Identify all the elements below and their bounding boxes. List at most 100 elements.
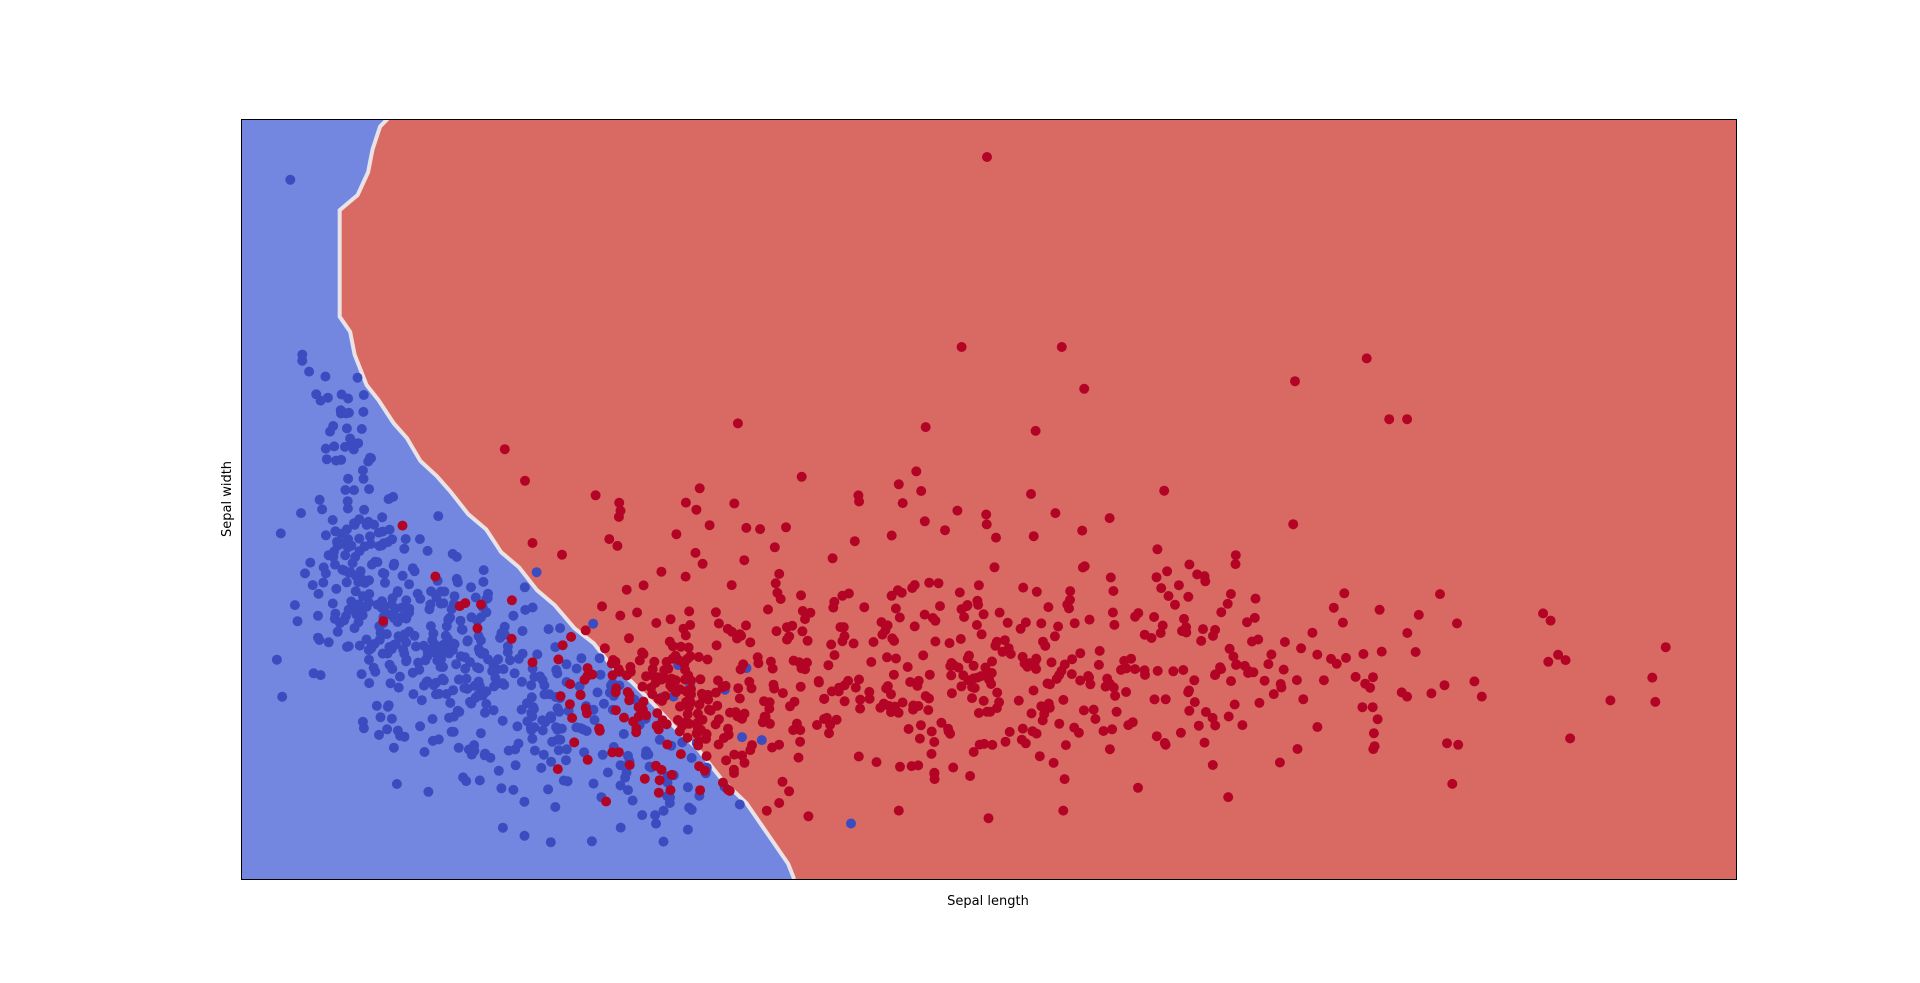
class-1-point [823, 660, 834, 671]
class-0-point [546, 756, 557, 767]
class-1-point [723, 723, 733, 734]
class-1-point [1365, 682, 1376, 693]
class-0-point [420, 655, 431, 666]
class-1-point [896, 587, 907, 598]
class-0-point [356, 669, 367, 680]
class-1-point [1090, 714, 1101, 724]
y-axis-label: Sepal width [220, 461, 235, 537]
class-0-point [377, 512, 388, 523]
class-1-point [1155, 628, 1166, 638]
class-1-point [1108, 682, 1119, 693]
class-1-point [741, 620, 751, 631]
class-1-point [1151, 731, 1162, 742]
class-1-point [1312, 722, 1323, 732]
class-1-point [848, 638, 859, 649]
class-1-point [886, 689, 896, 700]
class-1-point [1553, 649, 1564, 660]
class-0-point [485, 752, 496, 763]
class-1-point [1374, 604, 1385, 615]
class-0-point [478, 689, 489, 700]
class-1-point [882, 652, 892, 663]
class-1-point [827, 553, 838, 564]
class-1-point [639, 773, 650, 784]
class-1-point [891, 653, 901, 664]
class-0-point [311, 389, 322, 400]
class-0-point [618, 729, 629, 739]
class-1-point [666, 769, 677, 780]
class-0-point [358, 406, 369, 417]
class-1-point [1018, 582, 1029, 593]
class-1-point [667, 653, 678, 664]
class-1-point [753, 658, 764, 669]
class-1-point [741, 522, 752, 533]
class-1-point [952, 505, 963, 516]
class-1-point [893, 805, 904, 816]
class-1-point [1027, 726, 1038, 737]
class-0-point [517, 626, 528, 636]
class-0-point [554, 706, 565, 717]
class-0-point [332, 540, 343, 551]
class-0-point [382, 724, 393, 735]
class-0-point [388, 742, 399, 753]
class-1-point [765, 656, 776, 667]
class-0-point [427, 735, 438, 746]
class-0-point [445, 697, 456, 708]
class-1-point [1109, 619, 1120, 630]
class-0-point [366, 453, 376, 464]
class-1-point [926, 748, 937, 759]
class-1-point [990, 640, 1001, 651]
class-0-point [643, 749, 654, 760]
class-1-point [1067, 654, 1078, 665]
class-1-point [1058, 694, 1069, 705]
class-0-point [423, 786, 434, 797]
class-1-point [959, 612, 970, 622]
class-1-point [930, 636, 941, 647]
class-0-point [340, 550, 351, 561]
class-0-point [480, 707, 490, 718]
class-1-point [601, 796, 612, 807]
class-1-point [624, 760, 635, 770]
class-0-point [493, 765, 504, 776]
class-1-point [1110, 690, 1121, 701]
class-0-point [400, 534, 411, 544]
class-0-point [366, 640, 377, 651]
class-1-point [769, 683, 780, 694]
class-1-point [619, 712, 629, 723]
class-1-point [729, 768, 739, 779]
class-1-point [924, 577, 935, 588]
class-0-point [658, 836, 669, 847]
class-1-point [802, 635, 813, 646]
class-0-point [431, 677, 442, 688]
class-1-point [781, 522, 791, 533]
class-0-point [331, 455, 342, 466]
class-0-point [550, 802, 561, 812]
class-1-point [1447, 778, 1458, 789]
class-1-point [835, 622, 846, 633]
class-1-point [1560, 655, 1571, 666]
class-0-point [330, 559, 340, 570]
class-1-point [1410, 647, 1421, 657]
class-1-point [967, 693, 977, 704]
class-0-point [497, 715, 508, 726]
class-1-point [1230, 550, 1241, 561]
class-0-point [342, 503, 353, 514]
class-1-point [1111, 706, 1122, 717]
class-1-point [615, 610, 626, 621]
class-1-point [974, 739, 985, 750]
class-1-point [1402, 691, 1413, 702]
class-1-point [717, 777, 728, 788]
class-1-point [940, 525, 950, 536]
class-1-point [888, 669, 899, 680]
class-1-point [713, 618, 724, 629]
class-1-point [755, 524, 766, 535]
class-0-point [318, 577, 329, 588]
class-0-point [586, 836, 597, 847]
class-1-point [1065, 594, 1075, 605]
class-0-point [430, 639, 441, 650]
class-0-point [483, 588, 493, 599]
class-1-point [1184, 559, 1195, 570]
class-1-point [1452, 618, 1462, 629]
class-0-point [350, 586, 361, 597]
class-1-point [819, 694, 830, 704]
class-1-point [1160, 694, 1171, 705]
